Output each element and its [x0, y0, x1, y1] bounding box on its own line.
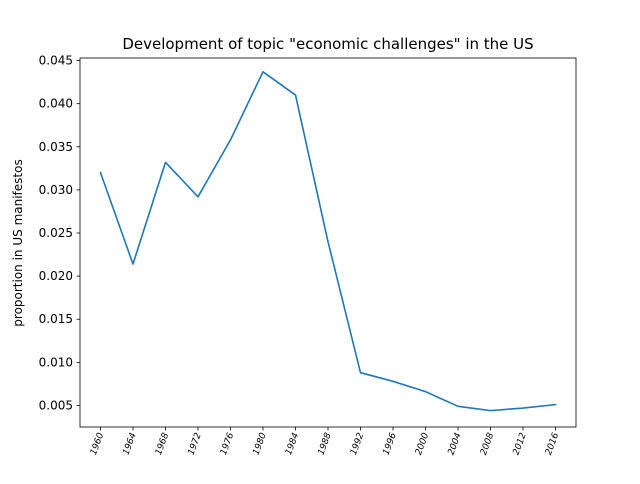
y-tick-label: 0.045: [39, 54, 73, 68]
y-axis-ticks: 0.005 0.010 0.015 0.020 0.025 0.030 0.035 0.040…: [39, 54, 80, 412]
y-tick-label: 0.015: [39, 312, 73, 326]
y-tick-label: 0.030: [39, 183, 73, 197]
y-tick-label: 0.005: [39, 398, 73, 412]
y-axis-label: proportion in US manifestos: [11, 159, 25, 326]
y-tick-label: 0.010: [39, 355, 73, 369]
y-tick-label: 0.035: [39, 140, 73, 154]
y-tick-label: 0.025: [39, 226, 73, 240]
y-tick-label: 0.020: [39, 269, 73, 283]
plot-area-frame: [79, 57, 577, 428]
series-line: [99, 70, 557, 412]
chart-title: Development of topic "economic challenge…: [122, 35, 533, 53]
y-tick-label: 0.040: [39, 97, 73, 111]
